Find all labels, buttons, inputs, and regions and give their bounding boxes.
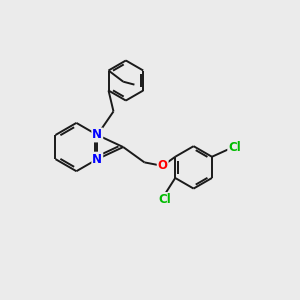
Text: Cl: Cl (228, 141, 241, 154)
Text: N: N (92, 153, 102, 166)
Text: N: N (92, 128, 102, 142)
Text: O: O (158, 159, 168, 172)
Text: Cl: Cl (158, 193, 171, 206)
